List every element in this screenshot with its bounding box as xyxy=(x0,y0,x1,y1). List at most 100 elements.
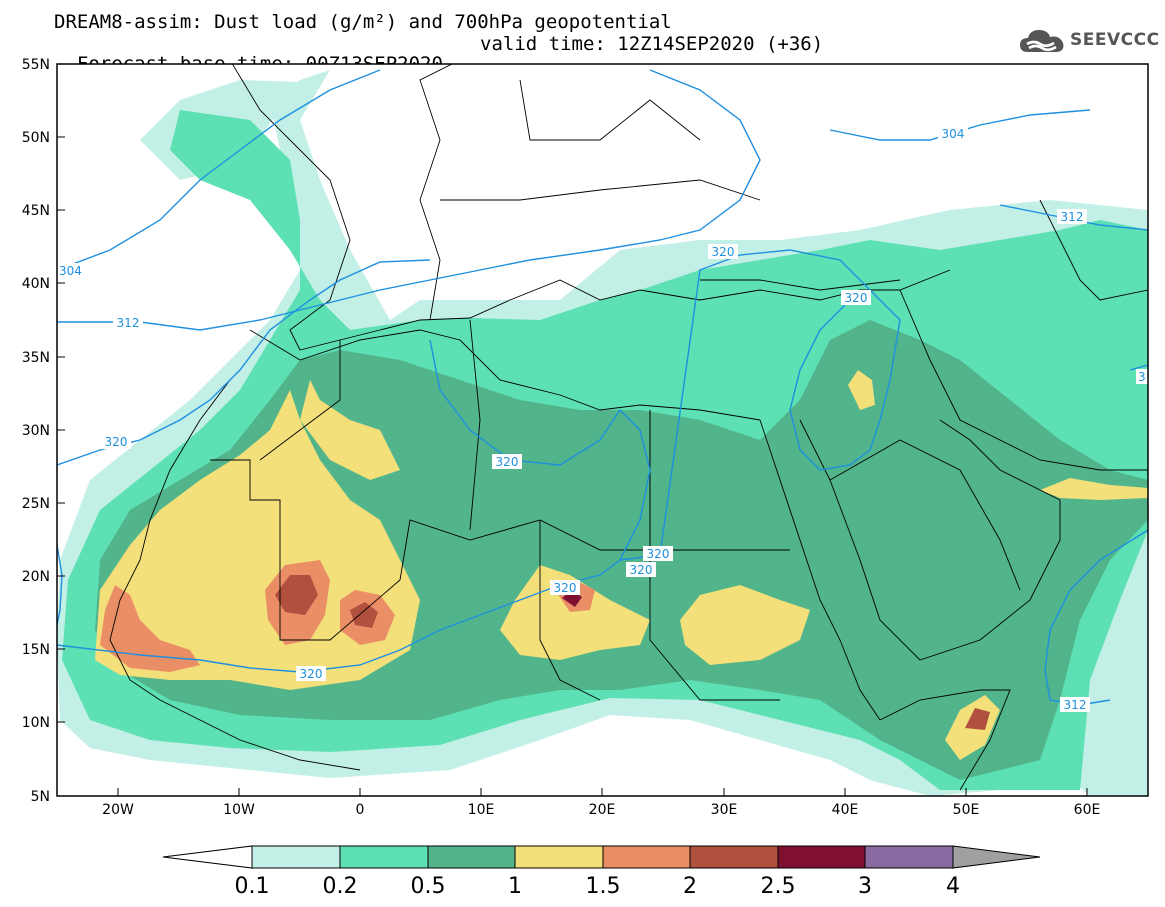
colorbar-label: 2.5 xyxy=(761,874,796,899)
svg-text:20W: 20W xyxy=(102,802,134,818)
contour-label: 304 xyxy=(57,263,82,278)
border-sahara xyxy=(210,410,651,641)
svg-text:312: 312 xyxy=(117,316,140,330)
contour-320-middle xyxy=(57,339,651,673)
border-europe-3 xyxy=(519,79,701,141)
svg-text:45N: 45N xyxy=(22,203,50,219)
contour-label: 320 xyxy=(101,434,131,449)
svg-text:30E: 30E xyxy=(711,802,738,818)
dust-band-1-west xyxy=(95,390,420,690)
svg-text:40E: 40E xyxy=(832,802,859,818)
lon-tick: 30E xyxy=(711,788,738,818)
contour-label: 320 xyxy=(492,454,522,469)
coastline-arabia xyxy=(799,419,1061,661)
lon-tick: 20E xyxy=(589,788,615,818)
lon-tick: 40E xyxy=(832,788,859,818)
svg-text:10W: 10W xyxy=(223,802,255,818)
dust-band-1-north xyxy=(300,380,400,480)
valid-time-label: valid time: 12Z14SEP2020 (+36) xyxy=(480,33,824,55)
border-europe-1 xyxy=(419,64,454,321)
svg-text:320: 320 xyxy=(105,435,128,449)
lon-tick: 50E xyxy=(953,788,980,818)
contour-label: 304 xyxy=(938,126,968,141)
dust-band-1-chad xyxy=(500,565,650,660)
colorbar-swatch xyxy=(251,845,341,869)
contour-312-west xyxy=(57,69,761,331)
svg-text:320: 320 xyxy=(630,563,653,577)
seevccc-logo: SEEVCCC xyxy=(1018,26,1160,54)
dust-band-2-niger xyxy=(350,602,378,628)
svg-text:60E: 60E xyxy=(1074,802,1101,818)
colorbar-label: 0.5 xyxy=(411,874,446,899)
cloud-logo-icon xyxy=(1020,30,1064,52)
svg-text:0: 0 xyxy=(356,802,365,818)
contour-label: 320 xyxy=(626,562,656,577)
colorbar-legend: 0.1 0.2 0.5 1 1.5 2 2.5 3 4 xyxy=(162,845,1041,899)
border-iran xyxy=(899,289,1148,471)
colorbar-high-arrow xyxy=(952,845,1041,869)
contour-label: 312 xyxy=(1060,697,1090,712)
lon-tick: 10W xyxy=(223,788,255,818)
svg-text:320: 320 xyxy=(496,455,519,469)
contour-label: 320 xyxy=(550,580,580,595)
lon-tick: 10E xyxy=(468,788,494,818)
border-caspian xyxy=(1039,199,1148,301)
svg-text:5N: 5N xyxy=(31,789,50,805)
colorbar-swatch xyxy=(427,845,516,869)
contour-304-west xyxy=(57,69,381,271)
contour-320-arabian xyxy=(1129,364,1148,371)
colorbar-swatch xyxy=(777,845,866,869)
lat-tick: 25N xyxy=(22,496,65,512)
svg-text:35N: 35N xyxy=(22,350,50,366)
svg-text:320: 320 xyxy=(647,547,670,561)
colorbar-swatch xyxy=(339,845,429,869)
svg-text:320: 320 xyxy=(300,667,323,681)
lat-tick: 50N xyxy=(22,130,65,146)
svg-text:25N: 25N xyxy=(22,496,50,512)
svg-text:20N: 20N xyxy=(22,569,50,585)
dust-band-1-iraq xyxy=(848,370,875,410)
colorbar-label: 0.2 xyxy=(323,874,358,899)
svg-text:50E: 50E xyxy=(953,802,980,818)
svg-text:304: 304 xyxy=(942,127,965,141)
contour-label: 312 xyxy=(1057,209,1087,224)
contour-label: 3 xyxy=(1136,369,1148,384)
svg-text:320: 320 xyxy=(554,581,577,595)
contour-labels: 304 312 320 320 320 320 320 320 320 320 … xyxy=(57,126,1148,712)
border-algeria xyxy=(259,340,341,461)
lon-tick: 60E xyxy=(1074,788,1101,818)
lon-tick: 0 xyxy=(356,788,365,818)
lon-tick: 20W xyxy=(102,788,134,818)
lat-tick: 55N xyxy=(22,57,65,73)
coastline-africa-west xyxy=(109,379,361,771)
colorbar-low-arrow xyxy=(162,845,253,869)
lat-tick: 10N xyxy=(22,715,65,731)
contour-label: 312 xyxy=(113,315,143,330)
colorbar-label: 2 xyxy=(683,874,697,899)
svg-text:320: 320 xyxy=(712,245,735,259)
colorbar-label: 0.1 xyxy=(235,874,270,899)
coastline-europe xyxy=(231,64,951,351)
lat-tick: 40N xyxy=(22,276,65,292)
colorbar-swatch xyxy=(864,845,954,869)
svg-text:304: 304 xyxy=(59,264,82,278)
colorbar-swatch xyxy=(689,845,779,869)
colorbar-swatch xyxy=(602,845,691,869)
dust-band-2-mali xyxy=(275,575,318,615)
border-sudan xyxy=(649,550,780,701)
border-libya xyxy=(469,319,481,531)
border-saudi xyxy=(829,439,1021,591)
colorbar-label: 1 xyxy=(508,874,522,899)
coastline-red-sea xyxy=(759,419,881,721)
chart-title: DREAM8-assim: Dust load (g/m²) and 700hP… xyxy=(54,11,672,33)
svg-text:15N: 15N xyxy=(22,642,50,658)
contour-label: 320 xyxy=(296,666,326,681)
svg-text:312: 312 xyxy=(1064,698,1087,712)
logo-text: SEEVCCC xyxy=(1070,30,1160,50)
svg-text:55N: 55N xyxy=(22,57,50,73)
contour-label: 320 xyxy=(643,546,673,561)
dust-band-2-somalia xyxy=(965,708,990,730)
svg-text:50N: 50N xyxy=(22,130,50,146)
border-europe-2 xyxy=(440,179,761,201)
